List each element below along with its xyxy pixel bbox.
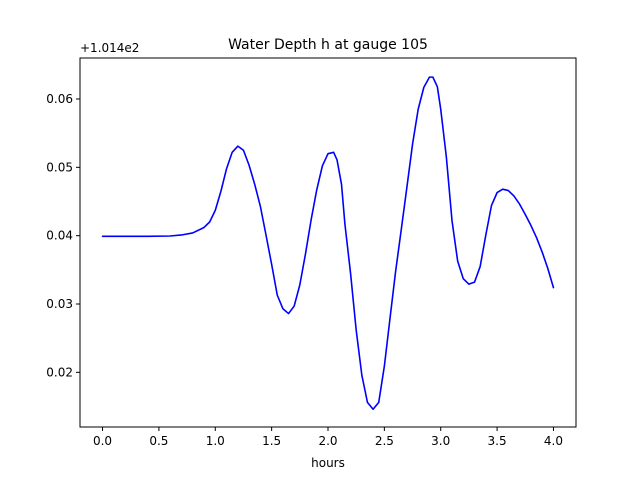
y-tick-label: 0.05 (46, 160, 73, 174)
x-axis: 0.0 0.5 1.0 1.5 2.0 2.5 3.0 3.5 4.0 (93, 427, 563, 448)
x-tick-label: 3.0 (431, 434, 450, 448)
x-tick-label: 1.5 (262, 434, 281, 448)
x-tick-label: 2.0 (318, 434, 337, 448)
x-tick-label: 0.0 (93, 434, 112, 448)
y-tick-label: 0.06 (46, 92, 73, 106)
chart-title: Water Depth h at gauge 105 (228, 37, 428, 53)
y-offset-label: +1.014e2 (80, 41, 139, 55)
x-tick-label: 1.0 (206, 434, 225, 448)
y-tick-label: 0.03 (46, 297, 73, 311)
x-tick-label: 0.5 (149, 434, 168, 448)
x-tick-label: 2.5 (375, 434, 394, 448)
y-axis: 0.02 0.03 0.04 0.05 0.06 (46, 92, 80, 379)
x-tick-label: 3.5 (488, 434, 507, 448)
series-line (101, 76, 555, 411)
y-tick-label: 0.02 (46, 365, 73, 379)
x-axis-label: hours (311, 456, 345, 470)
y-tick-label: 0.04 (46, 229, 73, 243)
x-tick-label: 4.0 (544, 434, 563, 448)
